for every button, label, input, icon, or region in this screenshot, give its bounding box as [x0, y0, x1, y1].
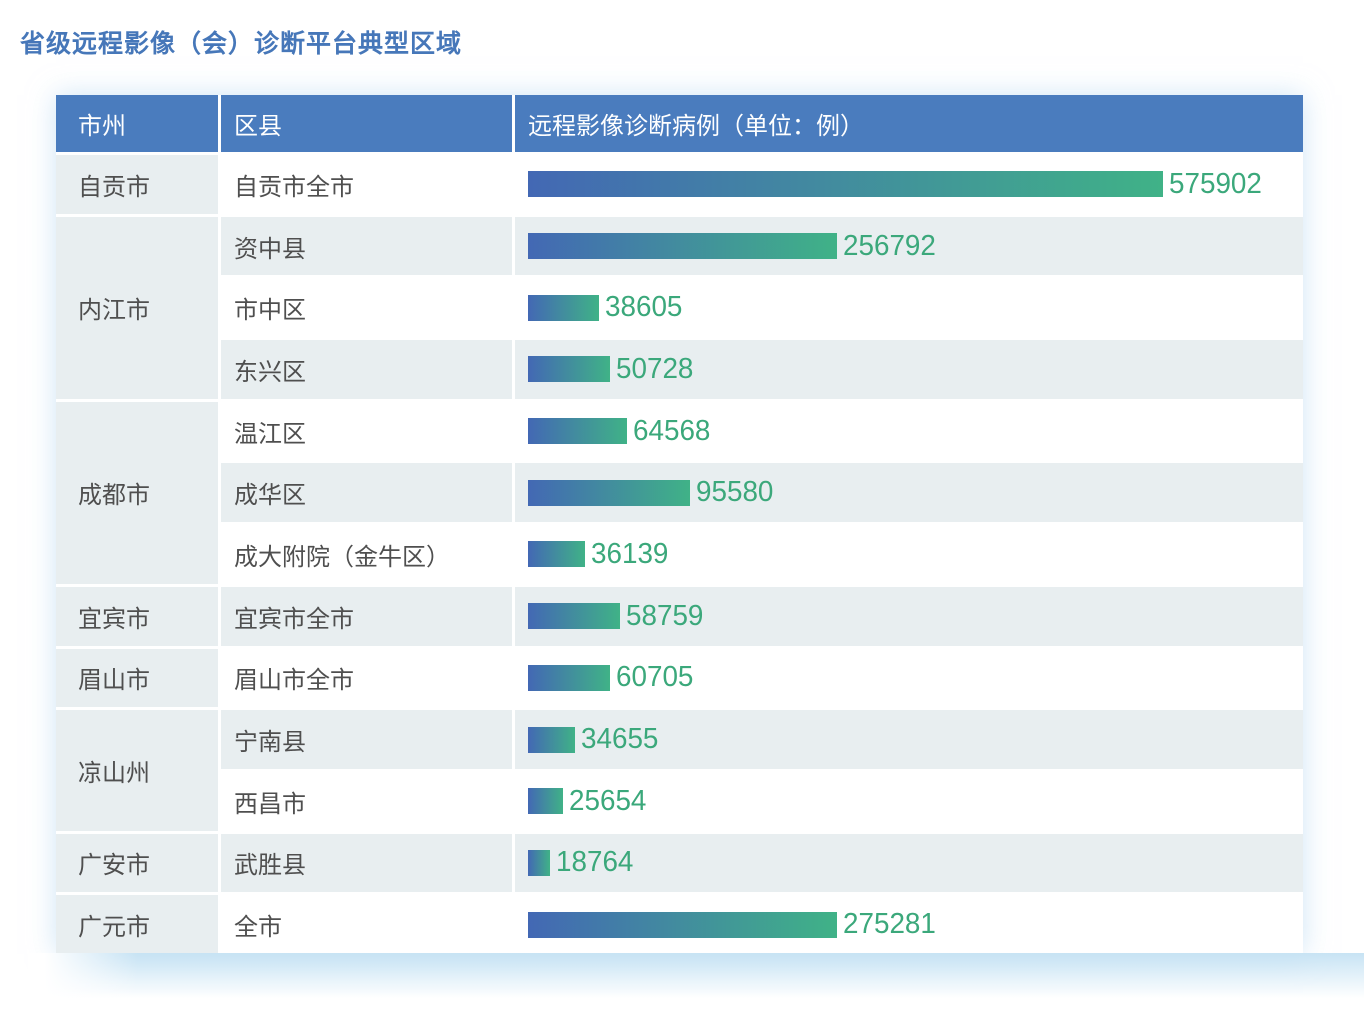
- city-cell: 眉山市: [56, 648, 218, 708]
- bar-cell: 38605: [515, 278, 1303, 338]
- bar-cell: 64568: [515, 401, 1303, 461]
- value-bar: [528, 233, 837, 260]
- header-cell-city: 市州: [56, 95, 218, 152]
- value-label: 60705: [616, 661, 694, 694]
- value-label: 50728: [616, 352, 694, 385]
- bar-cell: 58759: [515, 586, 1303, 646]
- value-bar: [528, 664, 610, 691]
- value-label: 25654: [569, 784, 647, 817]
- district-cell: 全市: [221, 895, 512, 954]
- value-bar: [528, 726, 575, 753]
- value-label: 275281: [843, 908, 936, 941]
- bar-cell: 95580: [515, 463, 1303, 523]
- city-cell: 广元市: [56, 895, 218, 954]
- value-label: 58759: [626, 599, 704, 632]
- value-bar: [528, 356, 610, 383]
- district-cell: 市中区: [221, 278, 512, 338]
- bar-cell: 256792: [515, 216, 1303, 276]
- bar-cell: 50728: [515, 340, 1303, 399]
- city-cell: 内江市: [56, 216, 218, 399]
- district-cell: 资中县: [221, 216, 512, 276]
- city-cell: 广安市: [56, 833, 218, 893]
- bar-cell: 275281: [515, 895, 1303, 954]
- value-label: 18764: [556, 846, 634, 879]
- header-cell-cases: 远程影像诊断病例（单位：例）: [515, 95, 1303, 152]
- bar-cell: 575902: [515, 155, 1303, 214]
- district-cell: 宁南县: [221, 710, 512, 769]
- value-label: 95580: [696, 476, 774, 509]
- value-bar: [528, 603, 620, 630]
- value-bar: [528, 171, 1163, 198]
- district-cell: 眉山市全市: [221, 648, 512, 708]
- value-label: 575902: [1169, 167, 1262, 200]
- page-title: 省级远程影像（会）诊断平台典型区域: [20, 30, 463, 58]
- district-cell: 成大附院（金牛区）: [221, 525, 512, 584]
- header-cell-district: 区县: [221, 95, 512, 152]
- district-cell: 西昌市: [221, 771, 512, 831]
- value-label: 38605: [605, 291, 683, 324]
- bar-cell: 34655: [515, 710, 1303, 769]
- data-table: 市州 区县 远程影像诊断病例（单位：例） 自贡市 自贡市全市 575902 内江市 资中…: [56, 95, 1303, 954]
- value-bar: [528, 541, 585, 568]
- bar-cell: 25654: [515, 771, 1303, 831]
- city-cell: 宜宾市: [56, 586, 218, 646]
- value-bar: [528, 479, 690, 506]
- bar-cell: 36139: [515, 525, 1303, 584]
- district-cell: 温江区: [221, 401, 512, 461]
- city-cell: 成都市: [56, 401, 218, 584]
- value-bar: [528, 788, 563, 815]
- city-cell: 自贡市: [56, 155, 218, 214]
- district-cell: 自贡市全市: [221, 155, 512, 214]
- bottom-glow: [28, 953, 1364, 1011]
- bar-cell: 18764: [515, 833, 1303, 893]
- value-bar: [528, 418, 627, 445]
- value-bar: [528, 849, 550, 876]
- value-label: 256792: [843, 229, 936, 262]
- district-cell: 武胜县: [221, 833, 512, 893]
- district-cell: 东兴区: [221, 340, 512, 399]
- district-cell: 成华区: [221, 463, 512, 523]
- bar-cell: 60705: [515, 648, 1303, 708]
- value-bar: [528, 911, 837, 938]
- value-label: 34655: [581, 723, 659, 756]
- value-label: 64568: [633, 414, 711, 447]
- district-cell: 宜宾市全市: [221, 586, 512, 646]
- city-cell: 凉山州: [56, 710, 218, 831]
- value-bar: [528, 294, 599, 321]
- value-label: 36139: [591, 537, 669, 570]
